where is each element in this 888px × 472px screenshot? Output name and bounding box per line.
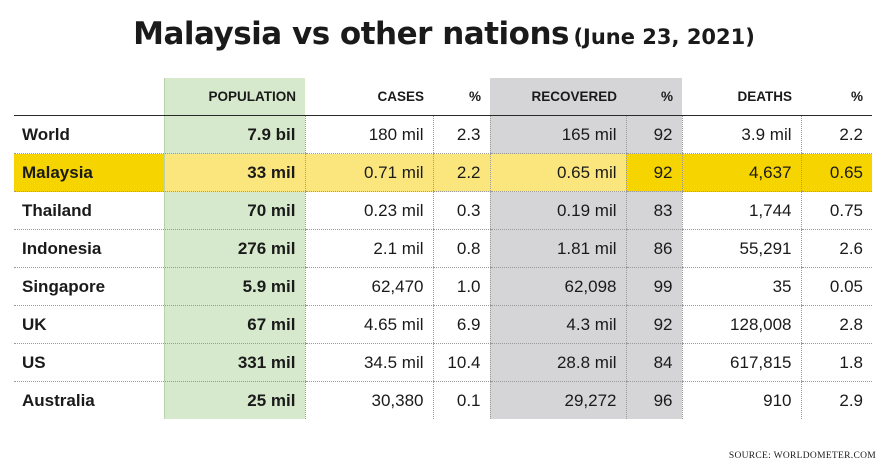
cell-cases-pct: 2.2 [432,153,490,192]
cell-recovered-pct: 96 [625,381,682,419]
cell-recovered: 4.3 mil [489,305,626,344]
cell-deaths-pct: 0.05 [800,267,872,306]
cell-cases: 180 mil [304,115,433,154]
cell-country: Thailand [14,191,164,230]
header-recovered: RECOVERED [490,78,626,116]
cell-population: 331 mil [163,343,305,382]
table-row-us: US 331 mil 34.5 mil 10.4 28.8 mil 84 617,815 1.… [14,343,872,382]
cell-country: World [14,115,164,154]
cell-population: 33 mil [163,153,305,192]
table-row-world: World 7.9 bil 180 mil 2.3 165 mil 92 3.9 mil 2.… [14,115,872,154]
cell-recovered-pct: 83 [625,191,682,230]
cell-population: 7.9 bil [163,115,305,154]
cell-recovered-pct: 92 [625,305,682,344]
cell-deaths-pct: 2.6 [800,229,872,268]
cell-recovered: 62,098 [489,267,626,306]
cell-cases: 34.5 mil [304,343,433,382]
cell-recovered-pct: 86 [625,229,682,268]
cell-recovered: 165 mil [489,115,626,154]
table-body: World 7.9 bil 180 mil 2.3 165 mil 92 3.9 mil 2.… [14,115,872,419]
cell-deaths-pct: 0.75 [800,191,872,230]
table-row-uk: UK 67 mil 4.65 mil 6.9 4.3 mil 92 128,008 2.8 [14,305,872,344]
cell-population: 67 mil [163,305,305,344]
cell-deaths-pct: 0.65 [800,153,872,192]
cell-deaths: 128,008 [681,305,801,344]
cell-recovered-pct: 99 [625,267,682,306]
cell-population: 5.9 mil [163,267,305,306]
cell-cases-pct: 6.9 [432,305,490,344]
cell-deaths-pct: 2.8 [800,305,872,344]
header-population: POPULATION [163,78,305,116]
cell-country: Australia [22,390,95,410]
cell-cases: 0.23 mil [304,191,433,230]
table-row-malaysia: Malaysia 33 mil 0.71 mil 2.2 0.65 mil 92 4,637… [14,153,872,192]
header-cases: CASES [305,78,433,116]
cell-cases: 0.71 mil [304,153,433,192]
cell-deaths-pct: 2.9 [800,381,872,419]
cell-recovered-pct: 84 [625,343,682,382]
chart-title-date: (June 23, 2021) [573,25,755,49]
cell-recovered: 0.65 mil [489,153,626,192]
cell-deaths: 910 [681,381,801,419]
cell-population: 276 mil [163,229,305,268]
header-deaths: DEATHS [682,78,801,116]
cell-cases: 62,470 [304,267,433,306]
header-deaths-pct: % [801,78,872,116]
table-row-australia: Australia 25 mil 30,380 0.1 29,272 96 910 2.9 [14,381,872,419]
cell-country: US [14,343,164,382]
cell-deaths: 35 [681,267,801,306]
cell-deaths: 1,744 [681,191,801,230]
cell-deaths: 617,815 [681,343,801,382]
cell-cases-pct: 10.4 [432,343,490,382]
cell-recovered-pct: 92 [625,153,682,192]
cell-deaths: 4,637 [681,153,801,192]
cell-country: Singapore [14,267,164,306]
chart-title: Malaysia vs other nations (June 23, 2021… [0,16,888,52]
header-cases-pct: % [433,78,490,116]
cell-cases-pct: 0.8 [432,229,490,268]
cell-cases-pct: 2.3 [432,115,490,154]
cell-recovered-pct: 92 [625,115,682,154]
cell-country: UK [14,305,164,344]
cell-population: 25 mil [163,381,305,419]
chart-title-main: Malaysia vs other nations [133,16,569,52]
cell-deaths-pct: 2.2 [800,115,872,154]
source-credit: SOURCE: WORLDOMETER.COM [728,451,876,461]
table-row-indonesia: Indonesia 276 mil 2.1 mil 0.8 1.81 mil 86 55,2… [14,229,872,268]
cell-recovered: 29,272 [489,381,626,419]
cell-deaths: 55,291 [681,229,801,268]
cell-deaths: 3.9 mil [681,115,801,154]
header-country [14,78,164,116]
table-row-singapore: Singapore 5.9 mil 62,470 1.0 62,098 99 35 0.05 [14,267,872,306]
header-recovered-pct: % [626,78,682,116]
comparison-table-container: POPULATION CASES% RECOVERED% DEATHS% World 7… [14,78,872,419]
cell-cases-pct: 1.0 [432,267,490,306]
cell-cases-pct: 0.1 [432,381,490,419]
cell-recovered: 1.81 mil [489,229,626,268]
cell-cases: 30,380 [304,381,433,419]
cell-recovered: 0.19 mil [489,191,626,230]
table-row-thailand: Thailand 70 mil 0.23 mil 0.3 0.19 mil 83 1,744… [14,191,872,230]
table-header-row: POPULATION CASES% RECOVERED% DEATHS% [14,78,872,116]
cell-recovered: 28.8 mil [489,343,626,382]
cell-cases: 4.65 mil [304,305,433,344]
comparison-table: POPULATION CASES% RECOVERED% DEATHS% World 7… [14,78,872,419]
cell-country: Indonesia [14,229,164,268]
cell-cases-pct: 0.3 [432,191,490,230]
cell-country: Malaysia [14,153,164,192]
cell-deaths-pct: 1.8 [800,343,872,382]
cell-population: 70 mil [163,191,305,230]
cell-cases: 2.1 mil [304,229,433,268]
